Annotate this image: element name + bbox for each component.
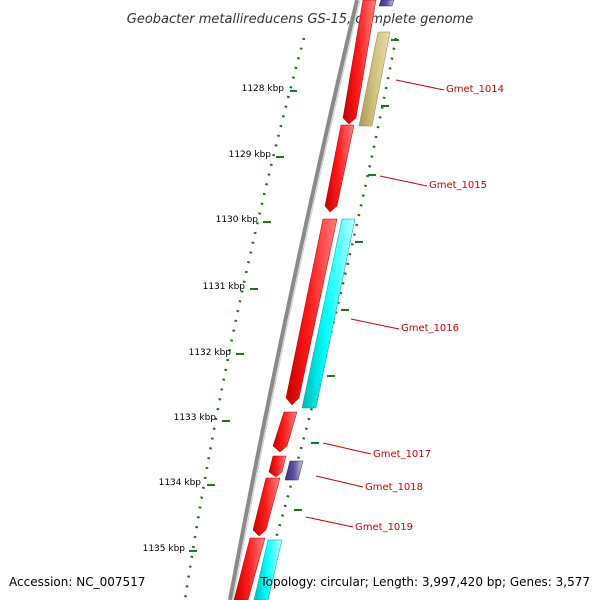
genome-summary-text: Topology: circular; Length: 3,997,420 bp… — [259, 575, 590, 589]
gene-label-gmet-1019[interactable]: Gmet_1019 — [355, 522, 413, 533]
rna-feature-top[interactable] — [378, 0, 395, 7]
tick-label: 1132 kbp — [189, 348, 232, 358]
leader-line — [395, 79, 445, 91]
reverse-strand-track — [253, 0, 395, 600]
leader-line — [315, 475, 364, 488]
gene-block-gmet-1016[interactable] — [285, 218, 338, 406]
cds-reverse-bottom[interactable] — [253, 539, 283, 600]
map-title: Geobacter metallireducens GS-15, complet… — [127, 12, 473, 27]
leader-line — [350, 318, 400, 330]
tick-label: 1128 kbp — [242, 84, 285, 94]
gene-label-gmet-1016[interactable]: Gmet_1016 — [401, 323, 459, 334]
gene-block-next[interactable] — [233, 537, 266, 600]
tick-label: 1134 kbp — [159, 478, 202, 488]
genome-backbone — [228, 0, 359, 600]
gene-label-gmet-1015[interactable]: Gmet_1015 — [429, 180, 487, 191]
cds-reverse-gmet-1016[interactable] — [301, 218, 356, 409]
inner-tick-marks — [294, 39, 399, 511]
misc-feature-gmet-1014[interactable] — [358, 31, 391, 127]
leader-line — [379, 175, 428, 187]
gene-label-gmet-1017[interactable]: Gmet_1017 — [373, 449, 431, 460]
gene-block-gmet-1015[interactable] — [324, 124, 355, 213]
gene-block-gmet-1019[interactable] — [252, 477, 281, 537]
label-leader-lines — [305, 79, 445, 528]
tick-label: 1129 kbp — [229, 150, 272, 160]
genome-backbone-highlight — [232, 0, 361, 600]
scale-tick-marks — [189, 90, 297, 552]
inner-dotted-line — [256, 37, 398, 600]
tick-label: 1135 kbp — [143, 544, 186, 554]
accession-text: Accession: NC_007517 — [9, 575, 145, 589]
tick-label: 1131 kbp — [203, 282, 246, 292]
leader-line — [322, 442, 372, 455]
forward-strand-track — [233, 0, 377, 600]
gene-block-gmet-1017[interactable] — [272, 411, 298, 453]
leader-line — [305, 516, 354, 528]
scale-dotted-line — [183, 37, 306, 600]
tick-label: 1133 kbp — [174, 413, 217, 423]
gene-block-gmet-1018[interactable] — [268, 455, 287, 478]
tick-label: 1130 kbp — [216, 215, 259, 225]
rna-feature-gmet-1018[interactable] — [284, 460, 304, 481]
gene-block-gmet-1014[interactable] — [342, 0, 377, 125]
gene-label-gmet-1014[interactable]: Gmet_1014 — [446, 84, 504, 95]
gene-label-gmet-1018[interactable]: Gmet_1018 — [365, 482, 423, 493]
